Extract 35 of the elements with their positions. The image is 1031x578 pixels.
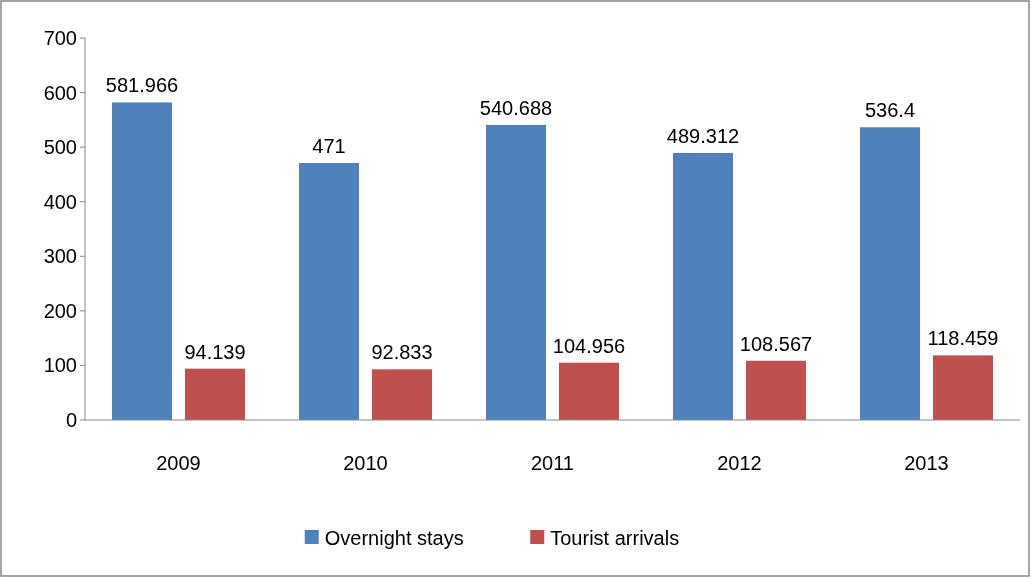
data-label: 92.833 <box>371 341 433 364</box>
data-label: 471 <box>312 134 346 157</box>
bar <box>112 102 172 420</box>
bar <box>486 124 546 420</box>
x-tick-label: 2013 <box>904 452 949 474</box>
data-label: 581.966 <box>105 74 179 97</box>
bar <box>372 369 432 420</box>
y-tick-label: 300 <box>43 245 77 268</box>
bar <box>185 368 245 420</box>
y-tick-label: 700 <box>43 27 77 49</box>
data-label: 536.4 <box>864 99 916 122</box>
bar <box>673 152 733 420</box>
bar <box>933 355 993 420</box>
legend-label: Tourist arrivals <box>550 527 680 549</box>
legend-label: Overnight stays <box>324 527 464 549</box>
data-label: 118.459 <box>927 327 999 350</box>
bar <box>746 360 806 420</box>
y-tick-label: 400 <box>43 190 77 213</box>
x-tick-label: 2011 <box>530 452 575 474</box>
bar <box>299 162 359 420</box>
data-label: 108.567 <box>739 332 813 355</box>
bar <box>559 362 619 420</box>
x-tick-label: 2009 <box>156 452 201 474</box>
data-label: 104.956 <box>552 334 626 357</box>
y-tick-label: 500 <box>43 136 77 159</box>
bar <box>860 127 920 420</box>
y-tick-label: 0 <box>65 409 77 431</box>
data-label: 489.312 <box>666 124 740 147</box>
x-tick-label: 2012 <box>717 452 762 474</box>
y-tick-label: 100 <box>43 354 77 377</box>
data-label: 94.139 <box>184 340 246 363</box>
x-tick-label: 2010 <box>343 452 388 474</box>
y-tick-label: 600 <box>43 81 77 104</box>
data-label: 540.688 <box>479 96 553 119</box>
y-tick-label: 200 <box>43 299 77 322</box>
